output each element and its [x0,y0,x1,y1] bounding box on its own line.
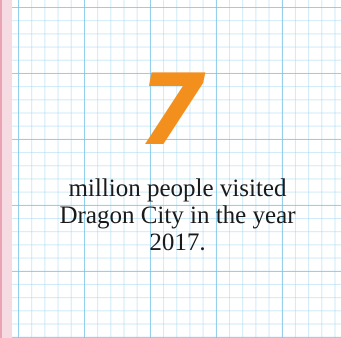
left-margin-strip [0,0,12,338]
stat-caption: million people visited Dragon City in th… [59,175,296,256]
graph-paper-background [12,0,341,338]
stat-number: 7 [137,54,205,168]
